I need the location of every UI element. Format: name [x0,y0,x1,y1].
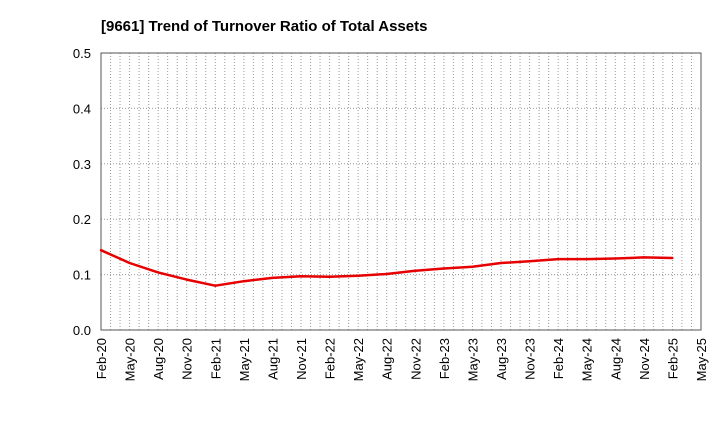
y-tick-label: 0.5 [73,46,91,61]
data-point [671,256,674,260]
data-point [528,260,531,263]
data-point [128,261,131,265]
x-tick-label: Feb-20 [94,338,109,379]
x-tick-label: Aug-23 [494,338,509,380]
x-tick-label: Feb-23 [437,338,452,379]
x-tick-label: Aug-21 [265,338,280,380]
data-point [271,276,274,280]
chart-title: [9661] Trend of Turnover Ratio of Total … [101,18,427,35]
x-tick-label: Feb-24 [551,338,566,379]
x-tick-label: Aug-22 [380,338,395,380]
data-point [385,272,388,276]
plot-frame [100,52,702,331]
x-tick-label: Aug-20 [151,338,166,380]
tick-labels: 0.0 0.1 0.2 0.3 0.4 0.5 Feb-20 May-20 Aug-20 Nov-… [73,46,709,381]
x-tick-label: May-22 [351,338,366,381]
data-point [356,274,360,277]
data-point [185,278,188,281]
x-tick-label: May-23 [465,338,480,381]
data-point [499,261,503,265]
data-point [414,269,417,272]
data-point [585,257,588,261]
data-point [328,275,331,279]
series-layer [99,249,674,287]
x-tick-label: Nov-20 [180,338,195,380]
y-tick-label: 0.0 [73,323,91,338]
x-tick-label: Nov-24 [637,338,652,380]
data-point [299,275,303,278]
data-point [442,267,446,270]
y-tick-label: 0.2 [73,212,91,227]
x-tick-label: Aug-24 [608,338,623,380]
x-tick-label: May-25 [694,338,709,381]
data-point [614,257,617,260]
data-point [471,265,474,269]
x-tick-label: Nov-23 [523,338,538,380]
x-tick-label: May-20 [123,338,138,381]
x-tick-label: May-24 [580,338,595,381]
x-tick-label: Feb-21 [208,338,223,379]
axes [100,52,702,331]
data-point [242,280,246,283]
grid-lines [101,52,701,330]
x-tick-label: Nov-21 [294,338,309,380]
y-tick-label: 0.3 [73,157,91,172]
x-tick-label: May-21 [237,338,252,381]
data-point [556,257,560,261]
data-point [99,249,103,252]
data-point [214,284,217,287]
x-tick-label: Nov-22 [408,338,423,380]
y-tick-label: 0.1 [73,268,91,283]
x-tick-label: Feb-25 [665,338,680,379]
y-tick-label: 0.4 [73,101,91,116]
x-tick-label: Feb-22 [323,338,338,379]
data-point [156,271,160,274]
data-point [642,256,646,259]
